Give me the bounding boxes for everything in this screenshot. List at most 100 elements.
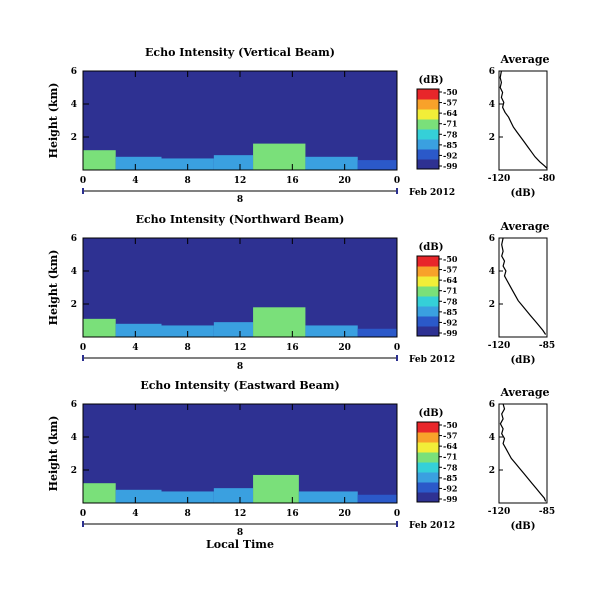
y-axis-label: Height (km) [47,83,60,159]
colorbar-unit: (dB) [419,408,444,419]
x-tick-label: 0 [80,176,86,186]
heatmap-cell [115,156,162,170]
y-tick-label: 6 [71,400,77,410]
x-tick-label: 0 [80,343,86,353]
colorbar-tick-label: -71 [443,119,457,129]
heatmap-cell [305,325,358,337]
colorbar-tick-label: -64 [443,275,458,285]
colorbar-frame [416,88,440,170]
heatmap-background [83,238,397,337]
x-tick-label: 0 [394,176,400,186]
profile-y-tick-label: 2 [489,466,495,476]
colorbar-segment [417,442,439,453]
profile-y-tick-label: 6 [489,67,495,77]
heatmap-cell [357,494,397,503]
colorbar-tick-label: -57 [443,431,457,441]
colorbar-tick-label: -99 [443,494,458,504]
panel-1: Echo Intensity (Vertical Beam) 2 4 6 Height … [47,46,555,205]
y-tick-label: 4 [71,100,77,110]
colorbar-tick-label: -71 [443,452,457,462]
colorbar-segment [417,472,439,483]
panel-title: Echo Intensity (Eastward Beam) [140,379,339,392]
colorbar-unit: (dB) [419,75,444,86]
profile-y-tick-label: 6 [489,234,495,244]
profile-y-tick-label: 6 [489,400,495,410]
day-label: 8 [237,195,243,205]
colorbar-tick-label: -92 [443,317,457,327]
y-tick-label: 2 [71,300,77,310]
profile-frame [498,237,548,338]
heatmap-cell [115,489,162,503]
profile-line [499,70,548,169]
x-tick-label: 0 [80,509,86,519]
colorbar-segment [417,276,439,287]
heatmap-cell [83,150,116,170]
colorbar-tick-label: -92 [443,483,457,493]
x-tick-label: 4 [132,343,138,353]
heatmap-cell [83,318,116,337]
colorbar-segment [417,316,439,327]
colorbar-tick-label: -57 [443,98,457,108]
heatmap-cell [305,156,358,170]
colorbar-segment [417,99,439,110]
profile-y-tick-label: 4 [489,267,495,277]
y-tick-label: 4 [71,433,77,443]
heatmap-cell [83,483,116,503]
colorbar-tick-label: -92 [443,150,457,160]
y-tick-label: 4 [71,267,77,277]
x-tick-label: 20 [338,343,351,353]
profile-x-tick-label: -80 [539,174,555,184]
profile-frame [498,70,548,171]
date-label: Feb 2012 [409,355,455,365]
day-label: 8 [237,362,243,372]
colorbar-segment [417,296,439,307]
colorbar-segment [417,129,439,140]
x-tick-label: 16 [286,509,299,519]
heatmap-cell [253,474,299,503]
colorbar-segment [417,422,439,433]
x-tick-label: 20 [338,509,351,519]
colorbar-segment [417,286,439,297]
colorbar-segment [417,159,439,170]
heatmap-background [83,71,397,170]
day-label: 8 [237,528,243,538]
x-tick-label: 8 [185,509,191,519]
panel-2: Echo Intensity (Northward Beam) 2 4 6 Height… [47,213,555,372]
profile-x-label: (dB) [511,355,536,366]
y-tick-label: 6 [71,67,77,77]
colorbar-segment [417,109,439,120]
colorbar-tick-label: -71 [443,286,457,296]
panel-3: Echo Intensity (Eastward Beam) 2 4 6 Height … [47,379,555,538]
heatmap-cell [298,491,358,503]
colorbar-tick-label: -78 [443,129,458,139]
y-tick-label: 6 [71,234,77,244]
colorbar-segment [417,462,439,473]
colorbar-tick-label: -99 [443,328,458,338]
heatmap-cell [357,328,397,337]
profile-x-tick-label: -85 [539,507,555,517]
date-label: Feb 2012 [409,188,455,198]
profile-x-label: (dB) [511,188,536,199]
colorbar-segment [417,266,439,277]
y-tick-label: 2 [71,133,77,143]
x-tick-label: 4 [132,176,138,186]
colorbar-segment [417,306,439,317]
heatmap-cell [213,488,254,503]
y-tick-label: 2 [71,466,77,476]
x-tick-label: 0 [394,509,400,519]
profile-title: Average [499,53,549,66]
heatmap-cell [253,143,306,170]
colorbar-segment [417,452,439,463]
x-tick-label: 8 [185,176,191,186]
colorbar-segment [417,326,439,337]
colorbar-tick-label: -57 [443,265,457,275]
y-axis-label: Height (km) [47,416,60,492]
x-tick-label: 12 [234,509,247,519]
profile-y-tick-label: 2 [489,300,495,310]
colorbar-tick-label: -50 [443,420,458,430]
x-tick-label: 12 [234,343,247,353]
heatmap-cell [213,322,254,337]
colorbar-segment [417,492,439,503]
profile-y-tick-label: 2 [489,133,495,143]
profile-title: Average [499,386,549,399]
